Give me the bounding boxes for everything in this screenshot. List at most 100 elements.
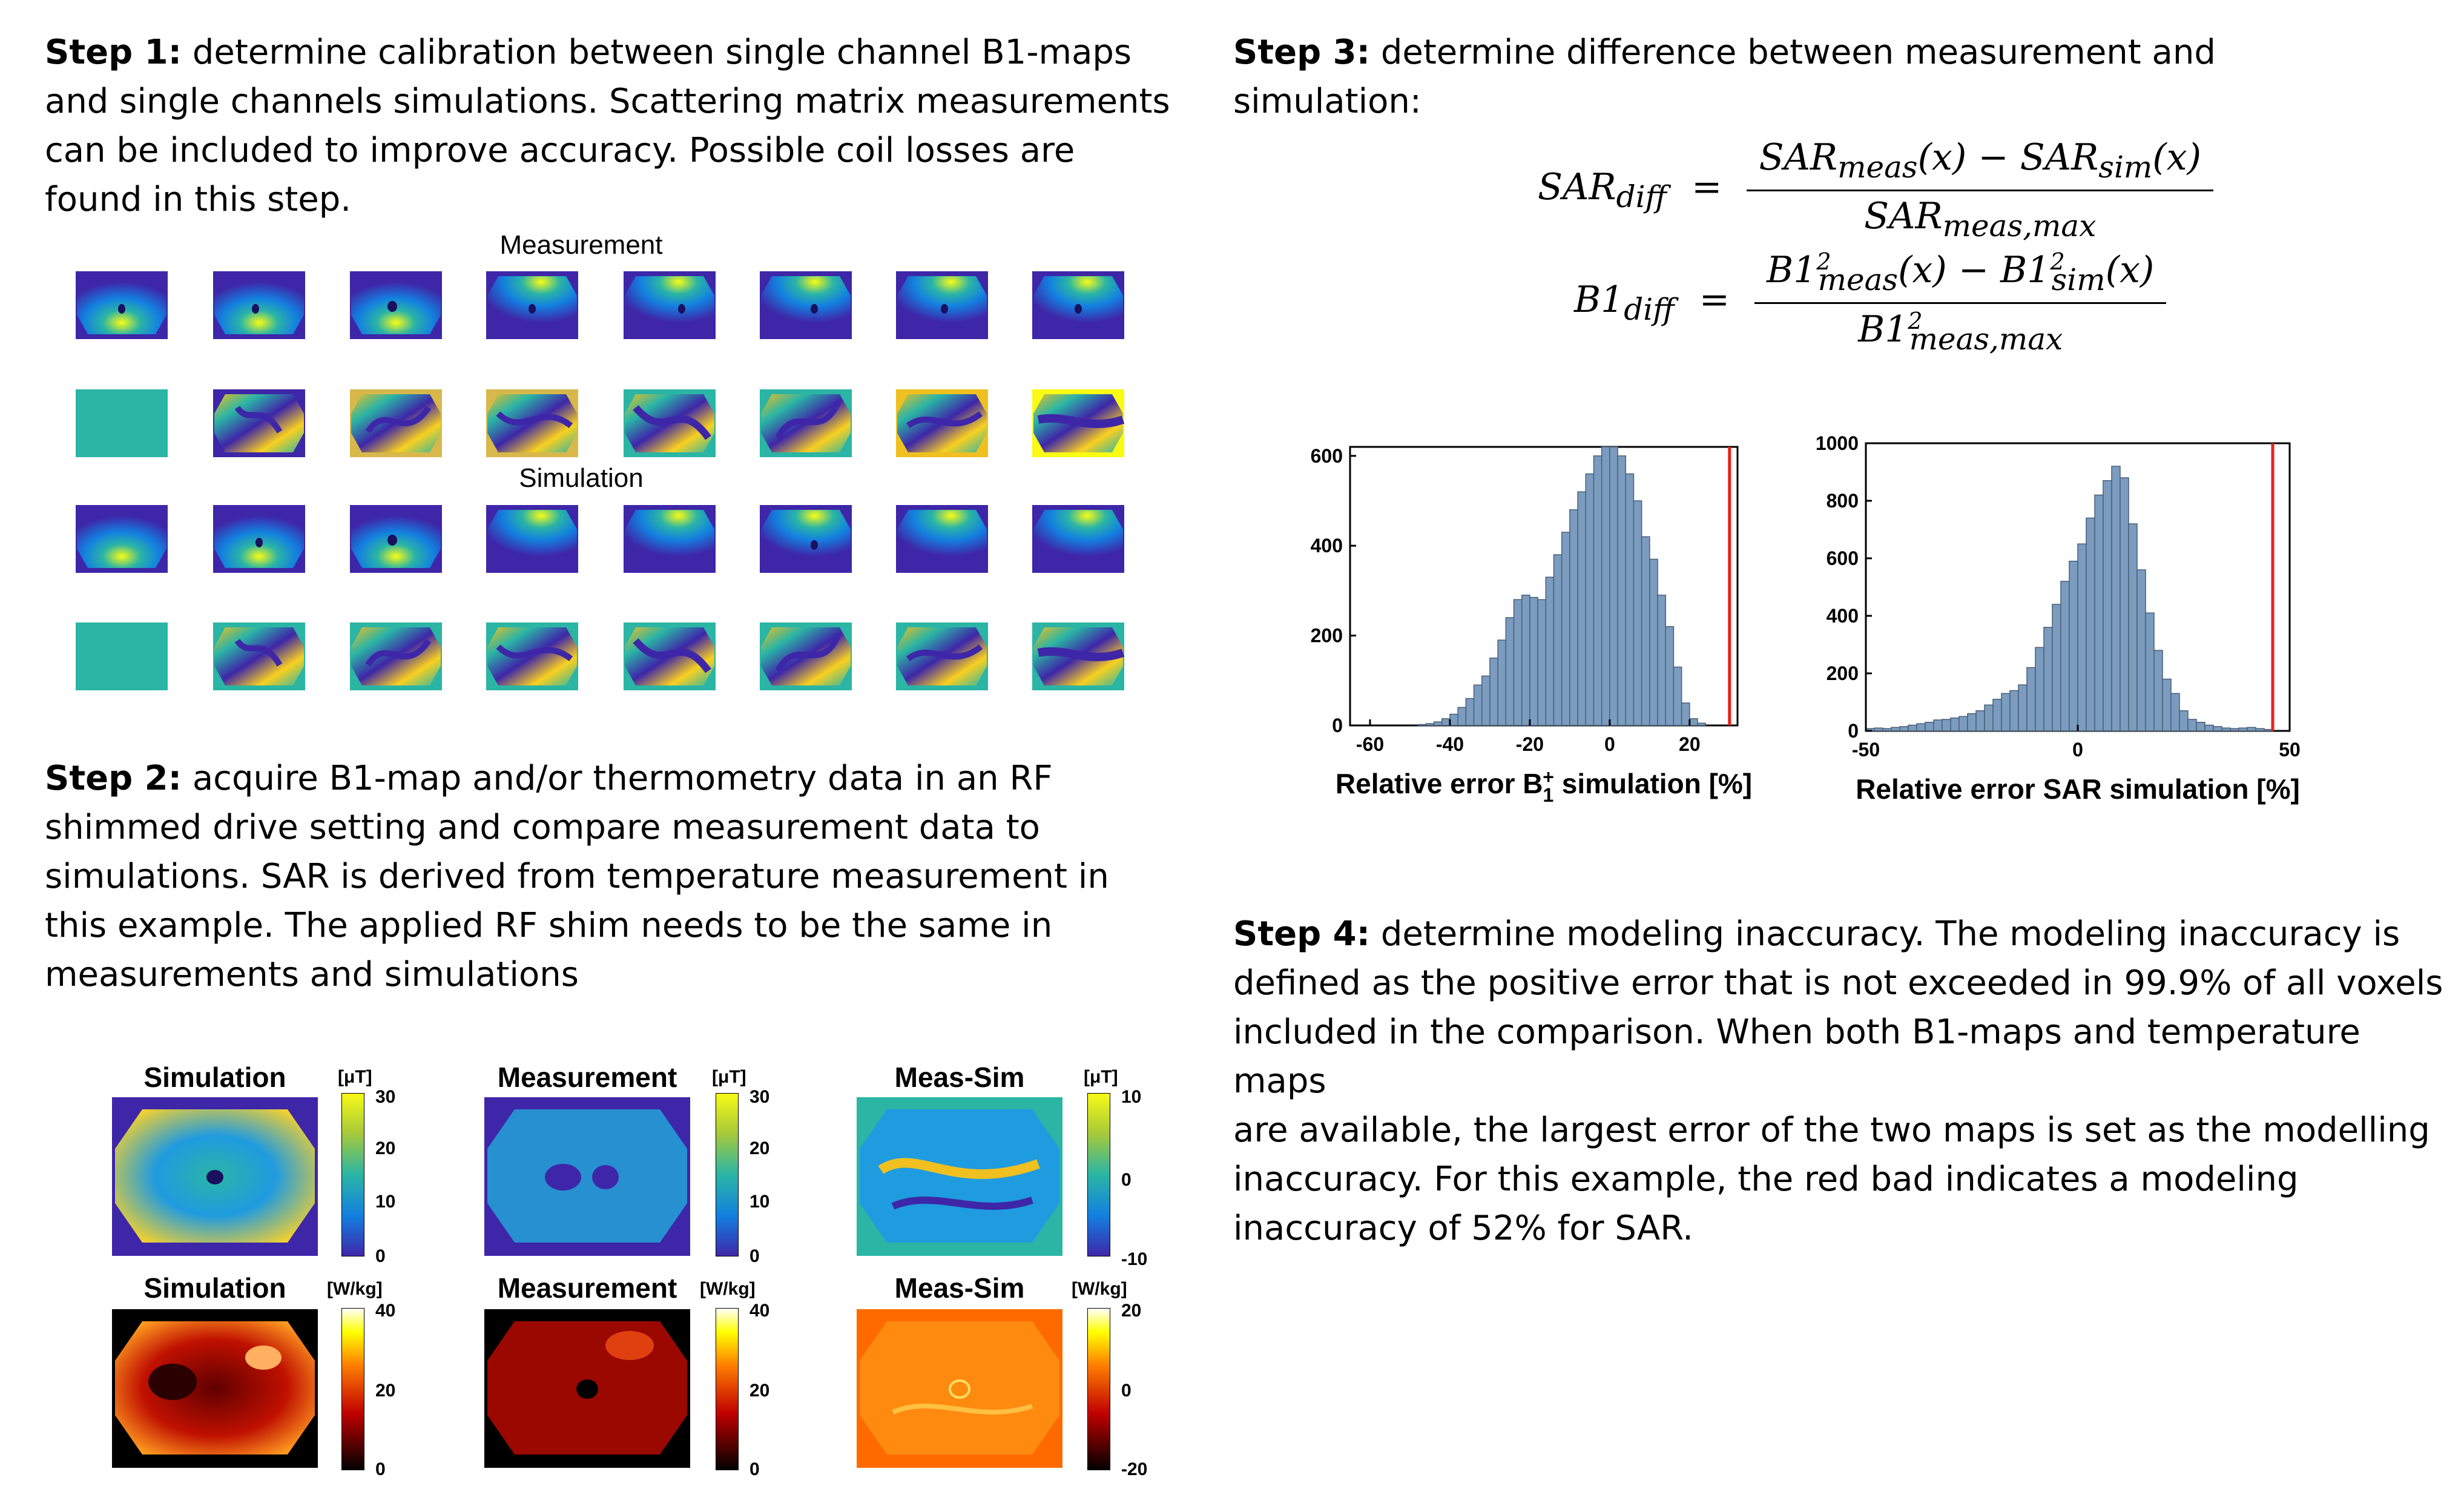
channel-phase xyxy=(896,622,988,690)
histogram-bar xyxy=(2153,650,2163,731)
channel-map xyxy=(760,271,852,339)
histogram-bar xyxy=(2128,523,2138,731)
histogram-bar xyxy=(1585,473,1595,726)
histogram-bar xyxy=(2060,581,2070,731)
y-tick-label: 400 xyxy=(1827,605,1859,627)
channel-phase xyxy=(76,622,168,690)
histogram-bar xyxy=(1449,713,1458,726)
histogram-bar xyxy=(2052,604,2061,731)
channel-phase xyxy=(896,389,988,457)
channel-phase xyxy=(76,389,168,457)
channel-phase xyxy=(624,622,716,690)
step1-bold: Step 1: xyxy=(45,33,182,72)
sar-simulation-map xyxy=(112,1309,318,1468)
histogram-bar xyxy=(1481,675,1491,726)
histogram-bar xyxy=(2162,678,2172,731)
histogram-bar xyxy=(2120,477,2129,731)
histogram-bar xyxy=(1942,719,1951,731)
histogram-bar xyxy=(2145,612,2155,731)
histogram-bar xyxy=(2187,719,2197,731)
histogram-bar xyxy=(1569,509,1578,726)
histogram-bar xyxy=(1633,500,1642,726)
histogram-bar xyxy=(2018,684,2028,731)
histogram-bar xyxy=(1609,446,1618,726)
y-tick-label: 200 xyxy=(1311,625,1343,647)
histogram-bar xyxy=(2221,727,2231,731)
histogram-bar xyxy=(1899,726,1909,731)
histogram-bar xyxy=(1958,716,1968,731)
sar-measurement-map xyxy=(484,1309,690,1468)
histogram-bar xyxy=(1545,576,1555,726)
histogram-bar xyxy=(2086,517,2095,731)
histogram-bar xyxy=(1625,473,1635,726)
histogram-bar xyxy=(1882,728,1892,731)
histogram-bar xyxy=(1497,639,1507,726)
histogram-bar xyxy=(1577,491,1587,726)
histogram-bar xyxy=(1433,721,1443,726)
channel-map xyxy=(896,505,988,573)
histogram-bar xyxy=(1891,727,1900,731)
histogram-bar xyxy=(1537,599,1547,726)
histogram-bar xyxy=(2196,722,2205,731)
channel-map xyxy=(760,505,852,573)
x-tick-label: -60 xyxy=(1356,733,1384,755)
y-tick-label: 1000 xyxy=(1816,436,1859,454)
histogram-bar xyxy=(2043,627,2053,731)
histogram-bar xyxy=(2230,728,2239,731)
histogram-bar xyxy=(1649,558,1658,726)
step4-text: Step 4: determine modeling inaccuracy. T… xyxy=(1233,914,2443,1248)
step4-bold: Step 4: xyxy=(1233,914,1371,954)
channel-map xyxy=(350,505,442,573)
y-tick-label: 600 xyxy=(1311,445,1343,467)
channel-phase xyxy=(486,389,578,457)
b1-meas-title: Measurement xyxy=(497,1062,677,1093)
histogram-bar xyxy=(1473,684,1483,726)
y-tick-label: 200 xyxy=(1827,662,1859,684)
histogram-bar xyxy=(1933,719,1943,731)
histogram-bar xyxy=(1967,713,1977,731)
b1-sim-unit: [μT] xyxy=(338,1067,372,1087)
channel-phase xyxy=(213,622,305,690)
channel-phase xyxy=(760,389,852,457)
sar-diff-unit: [W/kg] xyxy=(1072,1279,1127,1299)
sar-sim-title: Simulation xyxy=(143,1272,286,1304)
histogram-bar xyxy=(1465,698,1475,726)
histogram-bar xyxy=(1521,595,1530,726)
histogram-bar xyxy=(2009,690,2019,731)
b1-diff-colorbar xyxy=(1087,1093,1110,1256)
step3-text: Step 3: determine difference between mea… xyxy=(1233,33,2216,121)
channel-phase xyxy=(760,622,852,690)
histogram-bar xyxy=(1681,702,1690,726)
histogram-bar xyxy=(2103,480,2112,731)
histogram-bar xyxy=(1505,617,1515,726)
histogram-bar xyxy=(2213,726,2222,731)
channel-map xyxy=(1032,271,1124,339)
sar-diff-map xyxy=(857,1309,1062,1468)
b1-diff-title: Meas-Sim xyxy=(894,1062,1025,1093)
histogram-bar xyxy=(2247,727,2256,731)
channel-phase xyxy=(486,622,578,690)
histogram-bar xyxy=(2255,728,2265,731)
step3-bold: Step 3: xyxy=(1233,33,1371,72)
sar-meas-unit: [W/kg] xyxy=(700,1279,756,1299)
x-axis-label: Relative error B1+ simulation [%] xyxy=(1336,766,1752,806)
y-tick-label: 400 xyxy=(1311,535,1343,556)
histogram-bar xyxy=(2170,693,2180,731)
histogram-bar xyxy=(1984,704,1994,731)
channel-phase xyxy=(350,389,442,457)
histogram-bar xyxy=(1925,722,1934,731)
x-tick-label: -50 xyxy=(1852,739,1880,761)
label-simulation: Simulation xyxy=(519,463,644,493)
b1-measurement-map xyxy=(484,1097,690,1256)
histogram-bar xyxy=(2026,667,2036,731)
x-tick-label: -20 xyxy=(1516,733,1544,755)
histogram-bar xyxy=(1617,455,1627,726)
sar-diff-title: Meas-Sim xyxy=(894,1272,1025,1304)
b1-sim-title: Simulation xyxy=(143,1062,286,1093)
sar-diff-colorbar xyxy=(1087,1308,1110,1470)
histogram-bar xyxy=(1657,595,1666,726)
histogram-bar xyxy=(2069,561,2078,731)
channel-map xyxy=(76,505,168,573)
histogram-bar xyxy=(1561,532,1570,726)
